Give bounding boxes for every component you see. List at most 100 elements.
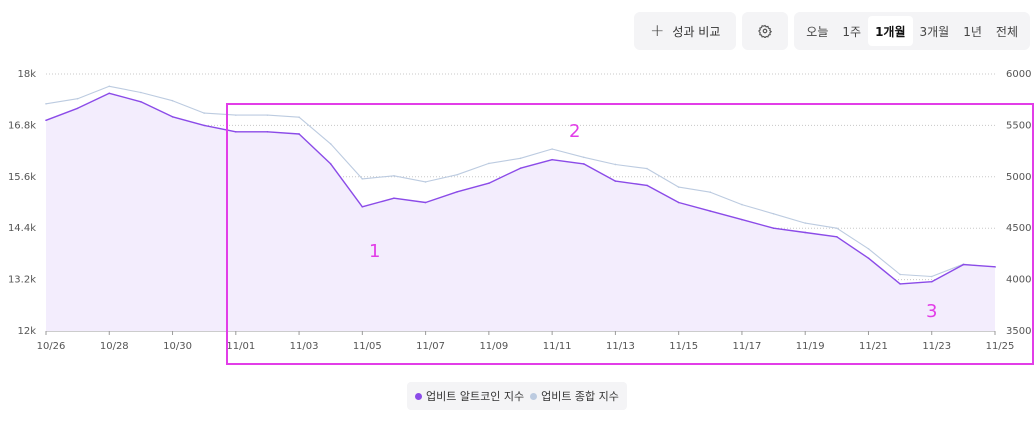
data-point (867, 257, 870, 259)
y-right-tick-label: 5500 (1006, 120, 1031, 131)
y-left-tick-label: 14.4k (8, 223, 36, 234)
data-point (298, 133, 300, 135)
index-line-chart: 12k 13.2k 14.4k 15.6k 16.8k 18k 3500 4000 4500 50… (8, 69, 1034, 365)
data-point (235, 131, 237, 133)
data-point (488, 162, 490, 165)
y-left-tick-label: 13.2k (8, 275, 36, 286)
data-point (551, 148, 553, 150)
data-point (235, 114, 237, 116)
data-point (551, 158, 553, 161)
data-point (867, 247, 870, 250)
y-left-tick-label: 15.6k (8, 172, 36, 183)
data-point (361, 178, 364, 180)
data-point (488, 182, 490, 185)
data-point (45, 103, 47, 105)
x-tick-label: 11/23 (922, 341, 951, 352)
data-point (646, 184, 648, 187)
data-point (393, 174, 395, 177)
legend-item-alt-index[interactable]: 업비트 알트코인 지수 (415, 388, 524, 404)
data-point (519, 167, 522, 170)
data-point (582, 156, 585, 159)
y-right-tick-label: 3500 (1006, 326, 1031, 337)
series-layer (45, 85, 996, 331)
data-point (741, 203, 743, 206)
x-tick-label: 11/13 (606, 341, 635, 352)
x-tick-label: 10/28 (100, 341, 129, 352)
data-point (266, 114, 269, 116)
legend-item-composite-index[interactable]: 업비트 종합 지수 (530, 388, 619, 404)
legend-swatch-alt-index (415, 392, 422, 400)
data-point (709, 191, 712, 194)
y-right-tick-label: 4500 (1006, 223, 1031, 234)
range-3months[interactable]: 3개월 (919, 24, 950, 39)
chart-toolbar: + 성과 비교 오늘 1주 1개월 3개월 1년 전체 (634, 12, 1030, 50)
compare-performance-label: 성과 비교 (672, 24, 721, 39)
data-point (614, 180, 617, 182)
range-today[interactable]: 오늘 (806, 24, 829, 39)
x-tick-label: 11/09 (479, 341, 508, 352)
data-point (45, 119, 47, 122)
x-tick-label: 11/17 (733, 341, 762, 352)
x-tick-label: 10/26 (37, 341, 66, 352)
gear-icon (758, 24, 773, 38)
x-tick-label: 11/11 (543, 341, 572, 352)
annotation-3: 3 (926, 301, 937, 322)
data-point (329, 163, 332, 165)
data-point (930, 280, 933, 283)
legend-label-alt-index: 업비트 알트코인 지수 (426, 390, 525, 403)
x-tick-label: 11/03 (290, 341, 319, 352)
data-point (361, 205, 364, 208)
annotation-2: 2 (569, 121, 580, 142)
data-point (930, 275, 933, 278)
data-point (614, 163, 617, 166)
data-point (171, 116, 174, 118)
data-point (108, 92, 111, 95)
data-point (804, 222, 806, 224)
axes: 12k 13.2k 14.4k 15.6k 16.8k 18k 3500 4000 4500 50… (8, 69, 1032, 352)
compare-performance-button[interactable]: + 성과 비교 (634, 12, 737, 50)
data-point (76, 97, 79, 100)
y-right-tick-label: 4000 (1006, 275, 1031, 286)
data-point (677, 201, 680, 204)
data-point (140, 101, 142, 103)
data-point (772, 213, 775, 215)
y-right-tick-label: 6000 (1006, 69, 1031, 80)
data-point (456, 190, 459, 193)
time-range-selector: 오늘 1주 1개월 3개월 1년 전체 (794, 12, 1030, 50)
data-point (836, 235, 838, 238)
data-point (772, 227, 775, 229)
annotation-1: 1 (369, 241, 380, 262)
data-point (329, 143, 332, 145)
data-point (836, 227, 838, 229)
chart-legend: 업비트 알트코인 지수 업비트 종합 지수 (407, 382, 627, 410)
y-left-tick-label: 18k (17, 69, 36, 80)
data-point (677, 186, 680, 188)
legend-swatch-composite-index (530, 392, 538, 400)
x-tick-label: 11/19 (796, 341, 825, 352)
range-1year[interactable]: 1년 (963, 24, 982, 39)
range-all[interactable]: 전체 (995, 24, 1018, 39)
legend-label-composite-index: 업비트 종합 지수 (541, 390, 619, 403)
series-area-0 (46, 93, 995, 331)
data-point (646, 167, 648, 170)
range-1month[interactable]: 1개월 (868, 16, 913, 46)
x-tick-label: 10/30 (163, 341, 192, 352)
data-point (456, 173, 459, 176)
data-point (519, 157, 522, 160)
plus-icon: + (650, 20, 665, 41)
data-point (203, 112, 205, 114)
y-left-tick-label: 16.8k (8, 120, 36, 131)
x-tick-label: 11/05 (353, 341, 382, 352)
y-right-tick-label: 5000 (1006, 172, 1031, 183)
data-point (140, 91, 142, 94)
data-point (994, 265, 996, 268)
data-point (298, 116, 300, 118)
settings-button[interactable] (742, 12, 789, 50)
range-1week[interactable]: 1주 (842, 24, 862, 39)
data-point (804, 231, 806, 234)
data-point (424, 181, 427, 183)
x-tick-label: 11/15 (669, 341, 698, 352)
data-point (899, 283, 901, 285)
x-tick-label: 11/07 (416, 341, 445, 352)
data-point (76, 107, 79, 110)
